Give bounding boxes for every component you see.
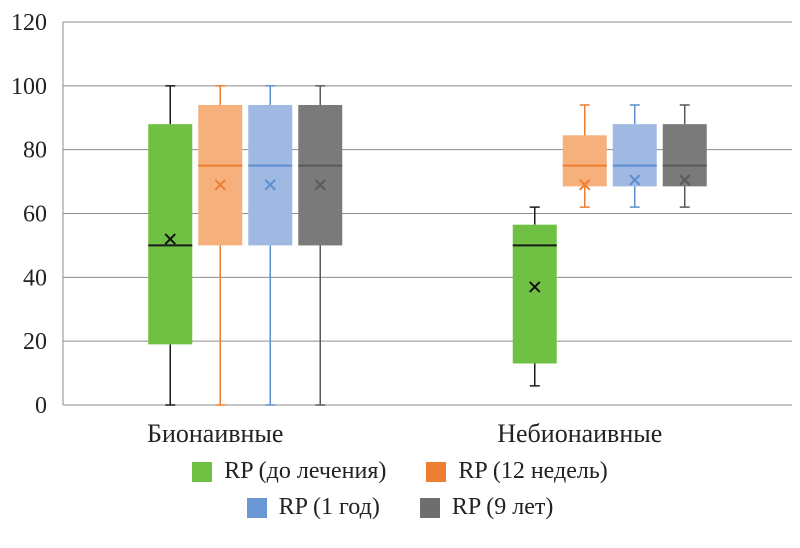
legend-label: RP (9 лет) <box>451 494 554 520</box>
legend-item: RP (12 недель) <box>426 458 608 485</box>
mean-marker <box>164 233 176 245</box>
legend-label: RP (до лечения) <box>224 458 387 484</box>
y-tick-label: 40 <box>23 265 47 291</box>
mean-marker <box>529 281 541 293</box>
y-tick-label: 20 <box>23 329 47 355</box>
legend-row-2: RP (1 год) RP (9 лет) <box>0 494 800 521</box>
y-tick-label: 80 <box>23 138 47 164</box>
box-0-0 <box>148 124 193 345</box>
mean-marker <box>214 179 226 191</box>
y-tick-label: 60 <box>23 202 47 228</box>
legend-item: RP (9 лет) <box>419 494 554 521</box>
mean-marker <box>679 174 691 186</box>
box-0-2 <box>248 104 293 246</box>
y-tick-label: 0 <box>35 393 47 419</box>
box-1-2 <box>612 124 657 187</box>
legend-label: RP (1 год) <box>278 494 380 520</box>
category-label: Небионаивные <box>497 419 662 448</box>
box-1-3 <box>662 124 707 187</box>
mean-marker <box>579 179 591 191</box>
y-tick-label: 100 <box>11 74 47 100</box>
legend-label: RP (12 недель) <box>458 458 608 484</box>
box-1-1 <box>562 135 607 187</box>
legend-swatch-12-weeks <box>426 461 447 482</box>
box-1-0 <box>512 224 557 364</box>
mean-marker <box>314 179 326 191</box>
y-tick-label: 120 <box>11 10 47 36</box>
legend-swatch-before-treatment <box>192 461 213 482</box>
box-0-1 <box>198 104 243 246</box>
legend-item: RP (до лечения) <box>192 458 386 485</box>
legend-swatch-9-years <box>419 497 440 518</box>
category-label: Бионаивные <box>147 419 283 448</box>
legend-item: RP (1 год) <box>246 494 380 521</box>
boxes <box>148 85 707 406</box>
category-labels: Бионаивные Небионаивные <box>147 419 662 448</box>
box-plot-chart: 0 20 40 60 80 100 120 Бионаивные Небионаивные <box>11 10 792 448</box>
mean-marker <box>264 179 276 191</box>
box-0-3 <box>298 104 343 246</box>
legend-swatch-1-year <box>246 497 267 518</box>
legend-row-1: RP (до лечения) RP (12 недель) <box>0 458 800 485</box>
mean-marker <box>629 174 641 186</box>
y-axis: 0 20 40 60 80 100 120 <box>11 10 64 419</box>
